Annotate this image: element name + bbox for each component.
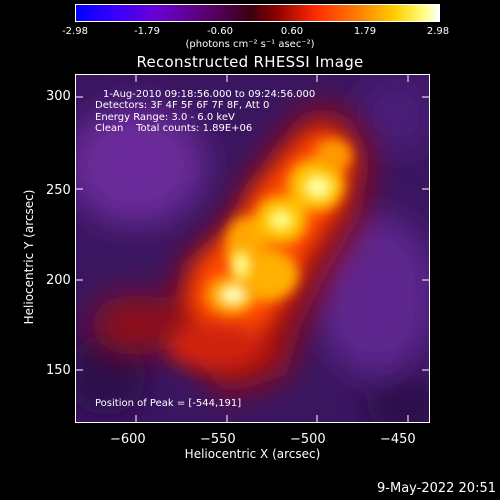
clean-counts: Clean Total counts: 1.89E+06 [95, 123, 253, 134]
energy-range: Energy Range: 3.0 - 6.0 keV [95, 112, 235, 123]
x-tick: −450 [380, 432, 416, 447]
colorbar-tick: -2.98 [62, 26, 88, 37]
x-tick: −550 [200, 432, 236, 447]
colorbar-tick: 0.60 [280, 26, 304, 37]
y-tick: 300 [46, 89, 71, 104]
y-axis-label: Heliocentric Y (arcsec) [22, 189, 36, 325]
colorbar-tick: 1.79 [353, 26, 377, 37]
y-tick: 200 [46, 273, 71, 288]
emission-map [76, 75, 429, 422]
colorbar-tick: 2.98 [426, 26, 450, 37]
peak-kernels [219, 175, 332, 305]
purple-haze [76, 75, 429, 422]
detectors: Detectors: 3F 4F 5F 6F 7F 8F, Att 0 [95, 100, 270, 111]
peak-position: Position of Peak = [-544,191] [95, 398, 242, 409]
colorbar-tick: -0.60 [207, 26, 233, 37]
colorbar-tick: -1.79 [134, 26, 160, 37]
colorbar [75, 4, 440, 22]
colorbar-units: (photons cm⁻² s⁻¹ asec⁻²) [185, 39, 315, 50]
datestamp: 9-May-2022 20:51 [377, 481, 496, 496]
y-tick: 250 [46, 183, 71, 198]
image-title: Reconstructed RHESSI Image [136, 53, 364, 71]
time-range: 1-Aug-2010 09:18:56.000 to 09:24:56.000 [103, 89, 316, 100]
rhessi-image [75, 74, 430, 423]
y-tick: 150 [46, 363, 71, 378]
x-tick: −500 [290, 432, 326, 447]
x-axis-label: Heliocentric X (arcsec) [184, 447, 321, 461]
x-tick: −600 [110, 432, 146, 447]
